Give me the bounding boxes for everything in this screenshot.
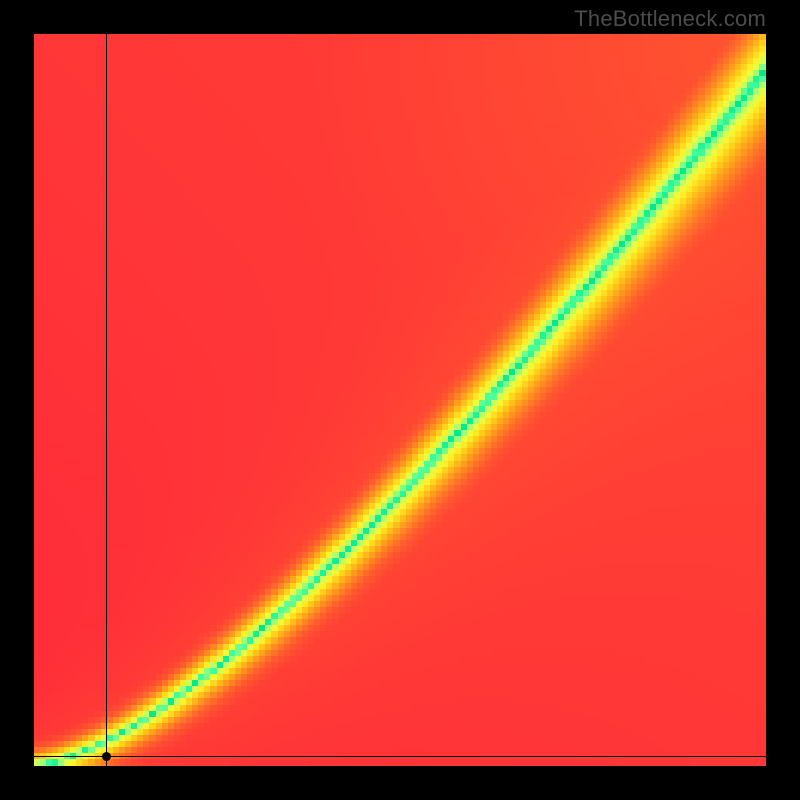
attribution-text: TheBottleneck.com: [574, 6, 766, 32]
crosshair-horizontal: [34, 756, 766, 757]
crosshair-marker-dot: [102, 752, 111, 761]
crosshair-vertical: [106, 34, 107, 766]
plot-area: [34, 34, 766, 766]
heatmap-canvas: [34, 34, 766, 766]
figure-container: { "attribution": "TheBottleneck.com", "f…: [0, 0, 800, 800]
